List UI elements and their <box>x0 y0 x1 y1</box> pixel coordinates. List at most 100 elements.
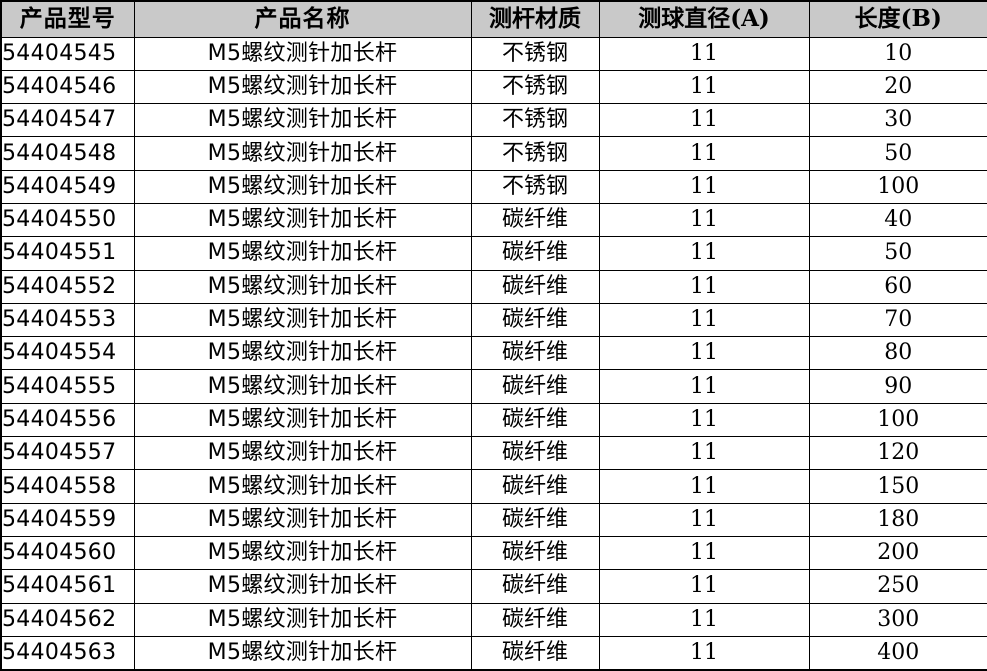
cell-diameter: 11 <box>598 236 810 271</box>
cell-diameter: 11 <box>598 36 810 71</box>
cell-model: 54404551 <box>0 236 135 271</box>
cell-diameter: 11 <box>598 469 810 504</box>
cell-model: 54404562 <box>0 602 135 637</box>
cell-length: 250 <box>808 569 987 604</box>
cell-model: 54404545 <box>0 36 135 71</box>
table-body: 54404545 M5螺纹测针加长杆 不锈钢 11 10 54404546 M5… <box>0 36 987 671</box>
cell-name: M5螺纹测针加长杆 <box>133 436 472 471</box>
cell-model: 54404550 <box>0 202 135 238</box>
column-header-material: 测杆材质 <box>470 0 600 38</box>
cell-model: 54404553 <box>0 302 135 338</box>
table-row: 54404557 M5螺纹测针加长杆 碳纤维 11 120 <box>0 436 987 471</box>
cell-name: M5螺纹测针加长杆 <box>133 469 472 504</box>
cell-material: 不锈钢 <box>470 136 600 171</box>
cell-diameter: 11 <box>598 402 810 438</box>
cell-length: 60 <box>808 269 987 304</box>
cell-material: 碳纤维 <box>470 635 600 671</box>
table-row: 54404552 M5螺纹测针加长杆 碳纤维 11 60 <box>0 269 987 304</box>
cell-material: 碳纤维 <box>470 302 600 338</box>
cell-diameter: 11 <box>598 502 810 537</box>
cell-name: M5螺纹测针加长杆 <box>133 502 472 537</box>
cell-model: 54404546 <box>0 69 135 105</box>
cell-length: 40 <box>808 202 987 238</box>
table-row: 54404548 M5螺纹测针加长杆 不锈钢 11 50 <box>0 136 987 171</box>
cell-material: 碳纤维 <box>470 202 600 238</box>
cell-material: 碳纤维 <box>470 369 600 404</box>
table-row: 54404547 M5螺纹测针加长杆 不锈钢 11 30 <box>0 103 987 138</box>
cell-length: 150 <box>808 469 987 504</box>
table-row: 54404551 M5螺纹测针加长杆 碳纤维 11 50 <box>0 236 987 271</box>
table-row: 54404560 M5螺纹测针加长杆 碳纤维 11 200 <box>0 535 987 571</box>
cell-length: 100 <box>808 169 987 204</box>
cell-length: 70 <box>808 302 987 338</box>
cell-name: M5螺纹测针加长杆 <box>133 402 472 438</box>
table-header-row: 产品型号 产品名称 测杆材质 测球直径(A) 长度(B) <box>0 0 987 38</box>
cell-material: 不锈钢 <box>470 36 600 71</box>
cell-model: 54404563 <box>0 635 135 671</box>
cell-model: 54404557 <box>0 436 135 471</box>
column-header-length: 长度(B) <box>808 0 987 38</box>
table-row: 54404545 M5螺纹测针加长杆 不锈钢 11 10 <box>0 36 987 71</box>
cell-diameter: 11 <box>598 535 810 571</box>
cell-name: M5螺纹测针加长杆 <box>133 103 472 138</box>
table-row: 54404554 M5螺纹测针加长杆 碳纤维 11 80 <box>0 336 987 371</box>
cell-material: 碳纤维 <box>470 535 600 571</box>
table-row: 54404563 M5螺纹测针加长杆 碳纤维 11 400 <box>0 635 987 671</box>
cell-length: 90 <box>808 369 987 404</box>
cell-length: 300 <box>808 602 987 637</box>
cell-name: M5螺纹测针加长杆 <box>133 136 472 171</box>
cell-material: 碳纤维 <box>470 569 600 604</box>
cell-diameter: 11 <box>598 269 810 304</box>
table-row: 54404549 M5螺纹测针加长杆 不锈钢 11 100 <box>0 169 987 204</box>
cell-model: 54404549 <box>0 169 135 204</box>
table-row: 54404550 M5螺纹测针加长杆 碳纤维 11 40 <box>0 202 987 238</box>
cell-name: M5螺纹测针加长杆 <box>133 202 472 238</box>
cell-length: 100 <box>808 402 987 438</box>
table-row: 54404559 M5螺纹测针加长杆 碳纤维 11 180 <box>0 502 987 537</box>
cell-length: 120 <box>808 436 987 471</box>
cell-diameter: 11 <box>598 436 810 471</box>
cell-model: 54404552 <box>0 269 135 304</box>
cell-length: 20 <box>808 69 987 105</box>
cell-length: 30 <box>808 103 987 138</box>
cell-length: 10 <box>808 36 987 71</box>
cell-diameter: 11 <box>598 69 810 105</box>
cell-name: M5螺纹测针加长杆 <box>133 369 472 404</box>
cell-material: 碳纤维 <box>470 469 600 504</box>
table-header: 产品型号 产品名称 测杆材质 测球直径(A) 长度(B) <box>0 0 987 38</box>
cell-length: 200 <box>808 535 987 571</box>
cell-model: 54404558 <box>0 469 135 504</box>
column-header-model: 产品型号 <box>0 0 135 38</box>
cell-name: M5螺纹测针加长杆 <box>133 535 472 571</box>
cell-material: 碳纤维 <box>470 269 600 304</box>
cell-model: 54404547 <box>0 103 135 138</box>
cell-diameter: 11 <box>598 202 810 238</box>
cell-name: M5螺纹测针加长杆 <box>133 302 472 338</box>
cell-model: 54404561 <box>0 569 135 604</box>
cell-name: M5螺纹测针加长杆 <box>133 269 472 304</box>
cell-name: M5螺纹测针加长杆 <box>133 635 472 671</box>
cell-name: M5螺纹测针加长杆 <box>133 602 472 637</box>
table-row: 54404553 M5螺纹测针加长杆 碳纤维 11 70 <box>0 302 987 338</box>
cell-diameter: 11 <box>598 136 810 171</box>
cell-length: 400 <box>808 635 987 671</box>
cell-diameter: 11 <box>598 635 810 671</box>
cell-material: 碳纤维 <box>470 402 600 438</box>
cell-model: 54404548 <box>0 136 135 171</box>
cell-model: 54404556 <box>0 402 135 438</box>
table-row: 54404558 M5螺纹测针加长杆 碳纤维 11 150 <box>0 469 987 504</box>
table-row: 54404555 M5螺纹测针加长杆 碳纤维 11 90 <box>0 369 987 404</box>
table-row: 54404546 M5螺纹测针加长杆 不锈钢 11 20 <box>0 69 987 105</box>
cell-length: 50 <box>808 136 987 171</box>
table-row: 54404561 M5螺纹测针加长杆 碳纤维 11 250 <box>0 569 987 604</box>
cell-length: 50 <box>808 236 987 271</box>
cell-diameter: 11 <box>598 103 810 138</box>
cell-diameter: 11 <box>598 369 810 404</box>
cell-diameter: 11 <box>598 336 810 371</box>
cell-material: 碳纤维 <box>470 502 600 537</box>
cell-model: 54404555 <box>0 369 135 404</box>
cell-material: 碳纤维 <box>470 436 600 471</box>
cell-name: M5螺纹测针加长杆 <box>133 236 472 271</box>
cell-diameter: 11 <box>598 169 810 204</box>
